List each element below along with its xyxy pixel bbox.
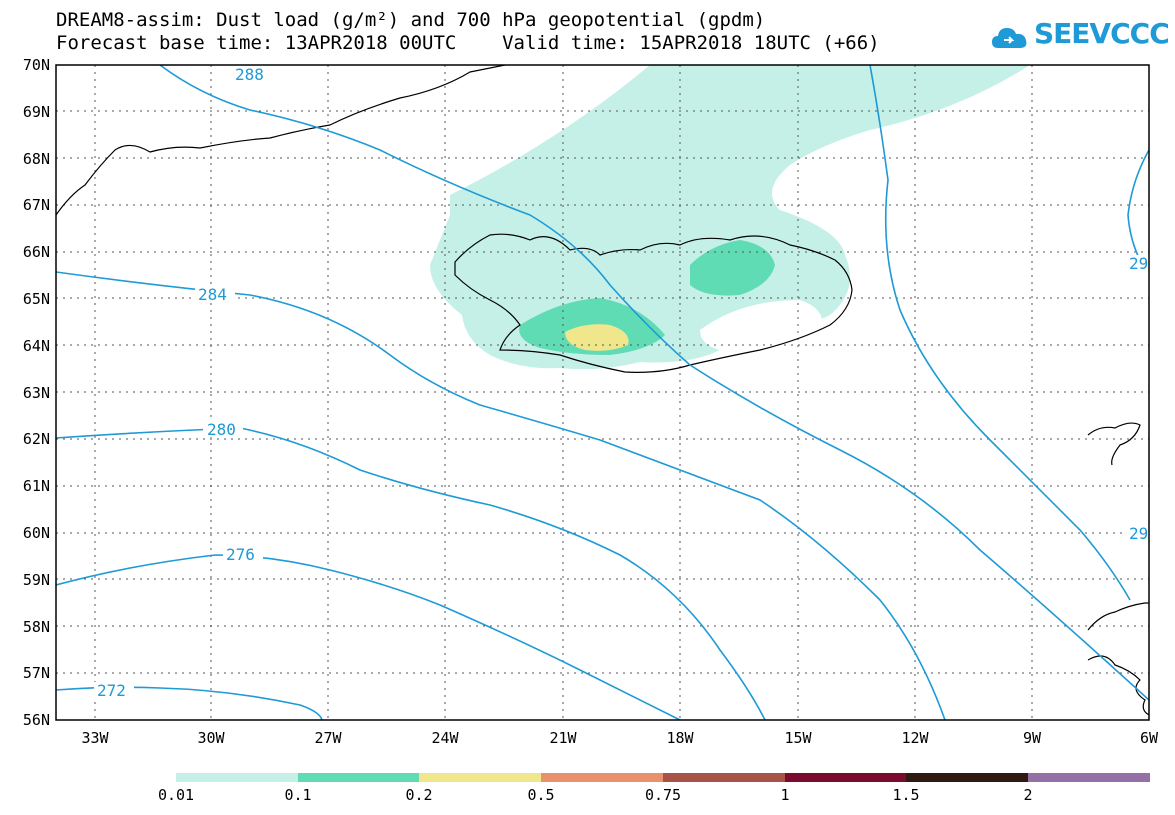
cloud-icon	[992, 28, 1027, 48]
dust-hole	[700, 300, 823, 352]
lat-label: 69N	[23, 103, 50, 121]
scotland-coast	[1087, 602, 1149, 716]
chart-title: DREAM8-assim: Dust load (g/m²) and 700 h…	[56, 9, 766, 31]
latitude-labels: 70N 69N 68N 67N 66N 65N 64N 63N 62N 61N …	[23, 56, 50, 729]
map-frame	[55, 64, 1150, 721]
contour-288	[159, 65, 1149, 701]
contour-label-272: 272	[97, 681, 126, 700]
lon-label: 6W	[1140, 729, 1159, 747]
colorbar-swatch	[541, 773, 663, 782]
colorbar-swatch	[419, 773, 541, 782]
lon-label: 27W	[314, 729, 342, 747]
lon-label: 30W	[197, 729, 225, 747]
lat-label: 63N	[23, 384, 50, 402]
contour-labels: 288 284 280 276 272 29 29	[94, 65, 1149, 700]
lat-label: 68N	[23, 150, 50, 168]
colorbar: 0.01 0.1 0.2 0.5 0.75 1 1.5 2	[158, 773, 1150, 804]
contour-276	[56, 554, 681, 720]
dust-region-mid-north	[690, 240, 775, 296]
contour-284	[56, 271, 946, 720]
lon-label: 24W	[431, 729, 459, 747]
greenland-coast	[56, 65, 506, 216]
colorbar-label: 0.2	[405, 786, 432, 804]
geopotential-contours	[56, 65, 1149, 720]
colorbar-swatch	[906, 773, 1028, 782]
contour-label-280: 280	[207, 420, 236, 439]
lon-label: 15W	[784, 729, 812, 747]
lat-label: 64N	[23, 337, 50, 355]
lat-label: 70N	[23, 56, 50, 74]
colorbar-label: 1.5	[892, 786, 919, 804]
contour-label-288: 288	[235, 65, 264, 84]
colorbar-swatch	[663, 773, 785, 782]
colorbar-label: 0.1	[284, 786, 311, 804]
colorbar-label: 1	[780, 786, 789, 804]
colorbar-label: 2	[1023, 786, 1032, 804]
dust-shading	[430, 65, 1030, 370]
lat-label: 57N	[23, 664, 50, 682]
lat-label: 66N	[23, 243, 50, 261]
lon-label: 21W	[549, 729, 577, 747]
lat-label: 62N	[23, 430, 50, 448]
lat-label: 60N	[23, 524, 50, 542]
lon-label: 18W	[666, 729, 694, 747]
contour-north-east	[869, 65, 1131, 601]
contour-280	[56, 427, 766, 720]
contour-label-276: 276	[226, 545, 255, 564]
lat-label: 65N	[23, 290, 50, 308]
colorbar-swatch	[1028, 773, 1150, 782]
lat-label: 58N	[23, 618, 50, 636]
colorbar-swatch	[298, 773, 419, 782]
lat-label: 67N	[23, 196, 50, 214]
lat-label: 59N	[23, 571, 50, 589]
longitude-labels: 33W 30W 27W 24W 21W 18W 15W 12W 9W 6W	[81, 729, 1159, 747]
graticule	[56, 65, 1149, 720]
dust-region-low	[430, 65, 1030, 370]
contour-label-east-2: 29	[1129, 524, 1148, 543]
lat-label: 56N	[23, 711, 50, 729]
logo-text: SEEVCCC	[1034, 17, 1170, 50]
lat-label: 61N	[23, 477, 50, 495]
contour-label-east-1: 29	[1129, 254, 1148, 273]
contour-east-edge	[1127, 149, 1149, 261]
lon-label: 9W	[1023, 729, 1042, 747]
forecast-time-line: Forecast base time: 13APR2018 00UTC Vali…	[56, 32, 880, 54]
dust-region-high	[565, 324, 629, 351]
faroe-coast	[1087, 422, 1141, 466]
colorbar-label: 0.01	[158, 786, 194, 804]
colorbar-swatch	[785, 773, 906, 782]
contour-label-284: 284	[198, 285, 227, 304]
colorbar-label: 0.5	[527, 786, 554, 804]
lon-label: 12W	[901, 729, 929, 747]
lon-label: 33W	[81, 729, 109, 747]
colorbar-swatch	[176, 773, 298, 782]
colorbar-label: 0.75	[645, 786, 681, 804]
